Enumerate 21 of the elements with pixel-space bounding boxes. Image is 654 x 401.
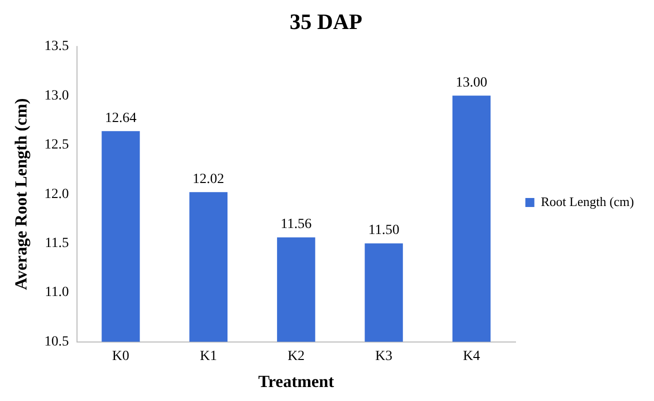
- text: 12.64: [104, 110, 136, 126]
- y-axis-title: Average Root Length (cm): [12, 98, 31, 290]
- text: 13.5: [44, 39, 69, 54]
- text: 10.5: [44, 334, 69, 350]
- x-tick-label: K0: [112, 348, 130, 364]
- chart-title: 35 DAP: [290, 8, 362, 34]
- text: 11.56: [280, 217, 312, 232]
- x-tick-label: K1: [200, 348, 217, 364]
- x-tick-label: K4: [462, 348, 480, 364]
- y-tick-label: 12.0: [44, 186, 69, 202]
- text: 11.5: [44, 236, 69, 252]
- text: 11.50: [368, 223, 400, 238]
- x-tick-label: K2: [288, 348, 305, 364]
- text: 13.00: [456, 75, 488, 90]
- x-tick-label: K3: [375, 348, 392, 364]
- y-tick-label: 13.0: [44, 88, 69, 104]
- y-tick-label: 11.0: [44, 285, 69, 300]
- text: 12.02: [192, 172, 224, 187]
- legend-label: Root Length (cm): [540, 194, 634, 209]
- text: 12.5: [44, 138, 69, 153]
- x-axis-title: Treatment: [258, 372, 334, 392]
